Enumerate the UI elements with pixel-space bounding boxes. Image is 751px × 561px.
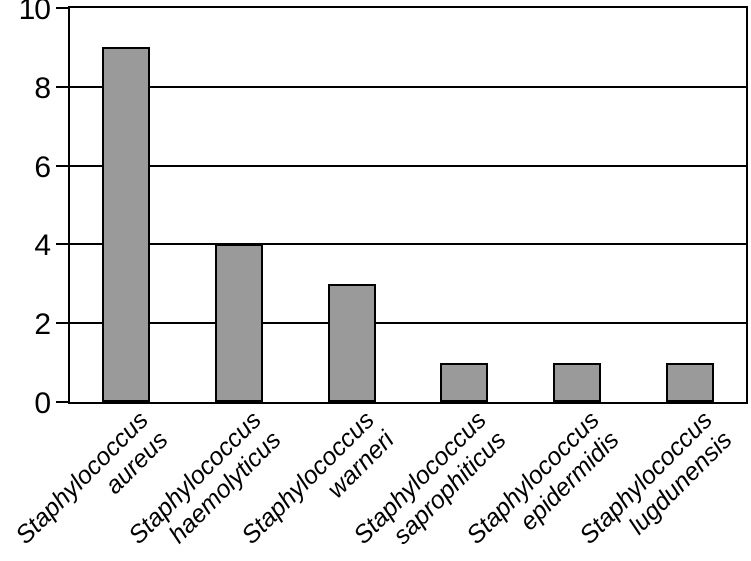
y-axis-tick-label: 0 (34, 387, 51, 420)
bar (328, 284, 376, 402)
bar (553, 363, 601, 402)
y-axis-tick (56, 401, 70, 403)
bar (102, 47, 150, 402)
bar (440, 363, 488, 402)
bar (215, 244, 263, 402)
plot-area (68, 6, 748, 404)
y-axis-tick (56, 85, 70, 88)
gridline (70, 85, 746, 88)
bar (666, 363, 714, 402)
y-axis-tick-label: 4 (34, 229, 51, 263)
gridline (70, 322, 746, 325)
y-axis-tick (56, 164, 70, 167)
y-axis-tick-label: 6 (34, 150, 51, 184)
y-axis-tick (56, 7, 70, 9)
y-axis-tick-label: 8 (34, 71, 51, 105)
gridline (70, 243, 746, 246)
bars (70, 8, 746, 402)
y-axis-tick-label: 2 (34, 308, 51, 342)
y-axis-tick (56, 322, 70, 325)
gridline (70, 164, 746, 167)
gridlines (70, 8, 746, 402)
y-axis-tick-label: 10 (18, 0, 51, 26)
y-axis-tick (56, 243, 70, 246)
